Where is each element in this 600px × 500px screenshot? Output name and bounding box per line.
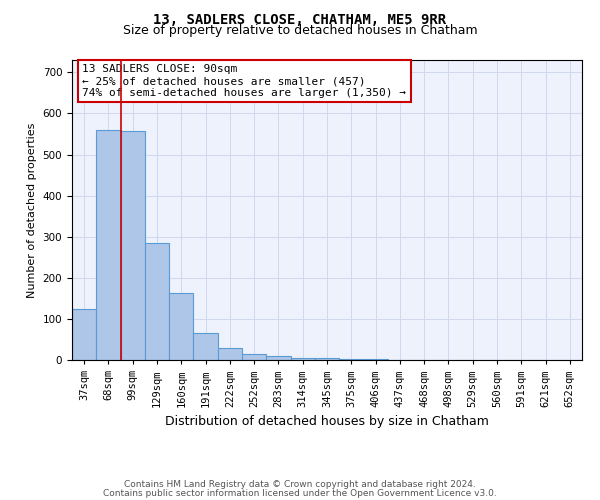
Bar [242,354,266,360]
Bar [121,130,145,360]
Text: Contains public sector information licensed under the Open Government Licence v3: Contains public sector information licen… [103,488,497,498]
Bar [169,293,193,360]
Bar [266,356,290,360]
Bar [339,359,364,360]
Text: 13, SADLERS CLOSE, CHATHAM, ME5 9RR: 13, SADLERS CLOSE, CHATHAM, ME5 9RR [154,12,446,26]
Bar [145,243,169,360]
Bar [290,358,315,360]
Bar [72,308,96,360]
Y-axis label: Number of detached properties: Number of detached properties [27,122,37,298]
Bar [218,348,242,360]
Bar [96,130,121,360]
X-axis label: Distribution of detached houses by size in Chatham: Distribution of detached houses by size … [165,415,489,428]
Bar [315,358,339,360]
Bar [364,359,388,360]
Text: Contains HM Land Registry data © Crown copyright and database right 2024.: Contains HM Land Registry data © Crown c… [124,480,476,489]
Bar [193,334,218,360]
Text: 13 SADLERS CLOSE: 90sqm
← 25% of detached houses are smaller (457)
74% of semi-d: 13 SADLERS CLOSE: 90sqm ← 25% of detache… [82,64,406,98]
Text: Size of property relative to detached houses in Chatham: Size of property relative to detached ho… [122,24,478,37]
